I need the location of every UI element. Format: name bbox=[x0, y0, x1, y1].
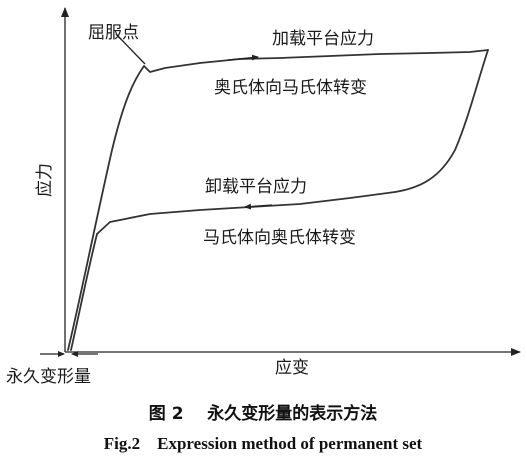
unloading-plateau-curve bbox=[96, 191, 396, 235]
unloading-transformation-label: 马氏体向奥氏体转变 bbox=[203, 228, 356, 248]
y-axis-label: 应力 bbox=[35, 163, 55, 197]
x-axis-label: 应变 bbox=[275, 358, 309, 378]
loading-plateau-label: 加载平台应力 bbox=[272, 29, 374, 49]
caption-chinese: 图 2 永久变形量的表示方法 bbox=[149, 403, 377, 424]
yield-point-leader bbox=[115, 33, 146, 65]
loading-direction-arrow bbox=[227, 54, 259, 61]
yield-point-label: 屈服点 bbox=[88, 23, 139, 43]
unloading-descent-curve bbox=[394, 49, 489, 193]
unloading-plateau-label: 卸载平台应力 bbox=[205, 177, 307, 197]
loading-transformation-label: 奥氏体向马氏体转变 bbox=[214, 78, 367, 98]
unloading-direction-arrow bbox=[244, 203, 273, 210]
caption-english: Fig.2 Expression method of permanent set bbox=[104, 434, 423, 453]
loading-curve bbox=[67, 49, 489, 351]
unloading-elastic-curve bbox=[70, 233, 98, 351]
permanent-set-label: 永久变形量 bbox=[6, 367, 91, 387]
